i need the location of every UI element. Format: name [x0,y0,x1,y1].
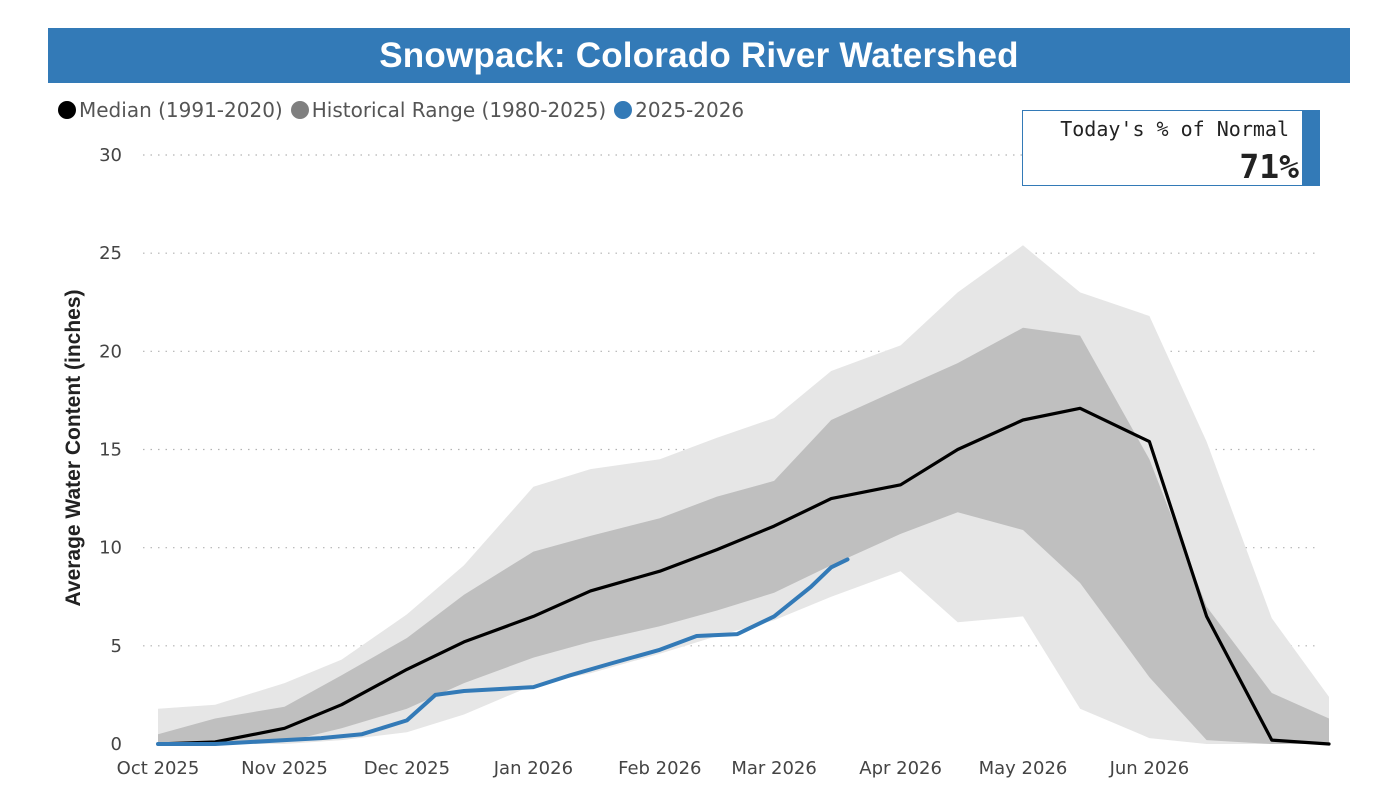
x-tick-label: Jan 2026 [493,758,573,779]
kpi-accent-bar [1302,111,1319,185]
x-tick-label: Jun 2026 [1109,758,1190,779]
x-tick-label: Dec 2025 [364,758,450,779]
legend-item-range[interactable]: Historical Range (1980-2025) [290,98,607,122]
x-tick-label: Apr 2026 [859,758,942,779]
y-axis-title: Average Water Content (inches) [62,290,85,607]
x-tick-label: May 2026 [979,758,1068,779]
x-tick-label: Mar 2026 [731,758,817,779]
x-tick-label: Feb 2026 [618,758,701,779]
legend: Median (1991-2020) Historical Range (198… [58,98,752,122]
median-line [156,406,1331,746]
legend-item-median[interactable]: Median (1991-2020) [58,98,283,122]
legend-median-label: Median (1991-2020) [79,98,283,122]
chart-title: Snowpack: Colorado River Watershed [379,35,1019,75]
y-tick-label: 10 [99,538,122,559]
historical-range-inner-band [158,327,1329,744]
chart-title-bar: Snowpack: Colorado River Watershed [48,28,1350,83]
kpi-card: Today's % of Normal 71% [1022,110,1320,186]
kpi-label: Today's % of Normal [1060,117,1289,141]
x-tick-label: Nov 2025 [241,758,328,779]
legend-range-marker [290,101,309,119]
y-tick-label: 20 [99,341,122,362]
legend-median-marker [58,101,76,119]
y-tick-label: 30 [99,145,122,166]
legend-range-label: Historical Range (1980-2025) [311,98,607,122]
current-season-line [156,557,850,746]
legend-item-current[interactable]: 2025-2026 [614,98,744,122]
x-tick-label: Oct 2025 [117,758,200,779]
legend-current-label: 2025-2026 [635,98,745,122]
y-tick-label: 5 [111,636,122,657]
legend-current-marker [614,101,633,119]
kpi-value: 71% [1239,147,1299,186]
y-tick-label: 15 [99,440,122,461]
y-tick-label: 25 [99,243,122,264]
y-tick-label: 0 [111,734,122,755]
